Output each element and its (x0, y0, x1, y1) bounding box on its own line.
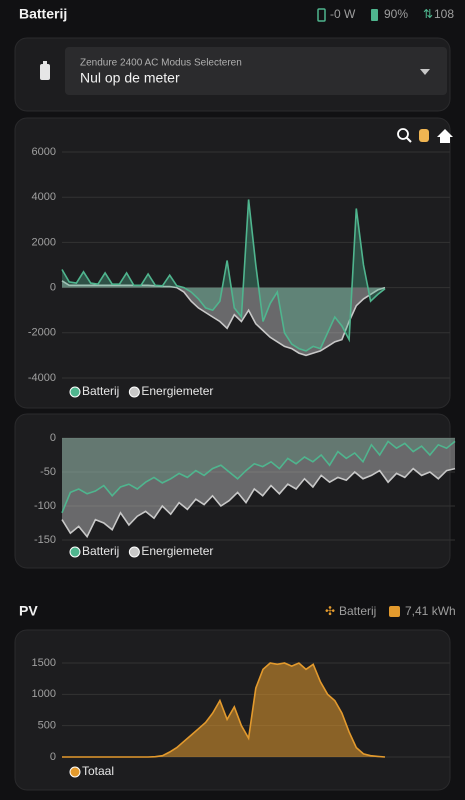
y-tick-label: 2000 (32, 236, 56, 248)
y-tick-label: 4000 (32, 191, 56, 203)
series-line (62, 662, 386, 758)
series-line (61, 440, 456, 514)
legend-label: Energiemeter (141, 384, 213, 398)
count-icon: ⇅ (423, 7, 433, 21)
count-status: 108 (434, 7, 454, 21)
chart-card (14, 117, 451, 409)
legend-swatch (128, 546, 140, 558)
series-area (62, 438, 455, 513)
mode-select[interactable] (65, 47, 447, 95)
series-area (62, 280, 385, 356)
series-area (62, 199, 385, 351)
battery-icon (371, 9, 378, 21)
dropdown-arrow[interactable] (420, 69, 430, 75)
pv-source: Batterij (339, 604, 376, 618)
y-tick-label: 6000 (32, 146, 56, 158)
energy-icon (389, 606, 400, 617)
y-tick-label: 0 (50, 751, 56, 763)
y-tick-label: -50 (40, 466, 56, 478)
series-line (61, 280, 386, 357)
source-icon: ✣ (325, 604, 335, 618)
y-tick-label: -2000 (28, 327, 56, 339)
zoom-handle (406, 137, 412, 143)
mode-icon (40, 64, 50, 80)
chart-card (14, 413, 451, 569)
legend-label: Energiemeter (141, 544, 213, 558)
select-value: Nul op de meter (80, 70, 180, 86)
series-area (62, 438, 455, 537)
section-title: Batterij (19, 6, 67, 22)
y-tick-label: 0 (50, 432, 56, 444)
reset-button[interactable] (437, 129, 453, 143)
power-status: -0 W (330, 7, 356, 21)
pv-energy: 7,41 kWh (405, 604, 456, 618)
y-tick-label: -4000 (28, 372, 56, 384)
series-line (61, 199, 386, 352)
series-line (61, 467, 456, 539)
y-tick-label: 0 (50, 282, 56, 294)
legend-label: Batterij (82, 384, 119, 398)
pan-button[interactable] (419, 129, 429, 142)
legend-swatch (69, 766, 81, 778)
y-tick-label: 1000 (32, 688, 56, 700)
legend-swatch (128, 386, 140, 398)
zoom-button[interactable] (397, 128, 409, 140)
mode-icon-cap (43, 61, 47, 64)
power-icon (317, 8, 326, 22)
legend-label: Totaal (82, 764, 114, 778)
legend-swatch (69, 546, 81, 558)
battery-status: 90% (384, 7, 408, 21)
section-title: PV (19, 603, 38, 619)
legend-label: Batterij (82, 544, 119, 558)
y-tick-label: 1500 (32, 657, 56, 669)
legend-swatch (69, 386, 81, 398)
select-label: Zendure 2400 AC Modus Selecteren (80, 58, 242, 69)
y-tick-label: -100 (34, 500, 56, 512)
y-tick-label: -150 (34, 534, 56, 546)
y-tick-label: 500 (38, 720, 56, 732)
